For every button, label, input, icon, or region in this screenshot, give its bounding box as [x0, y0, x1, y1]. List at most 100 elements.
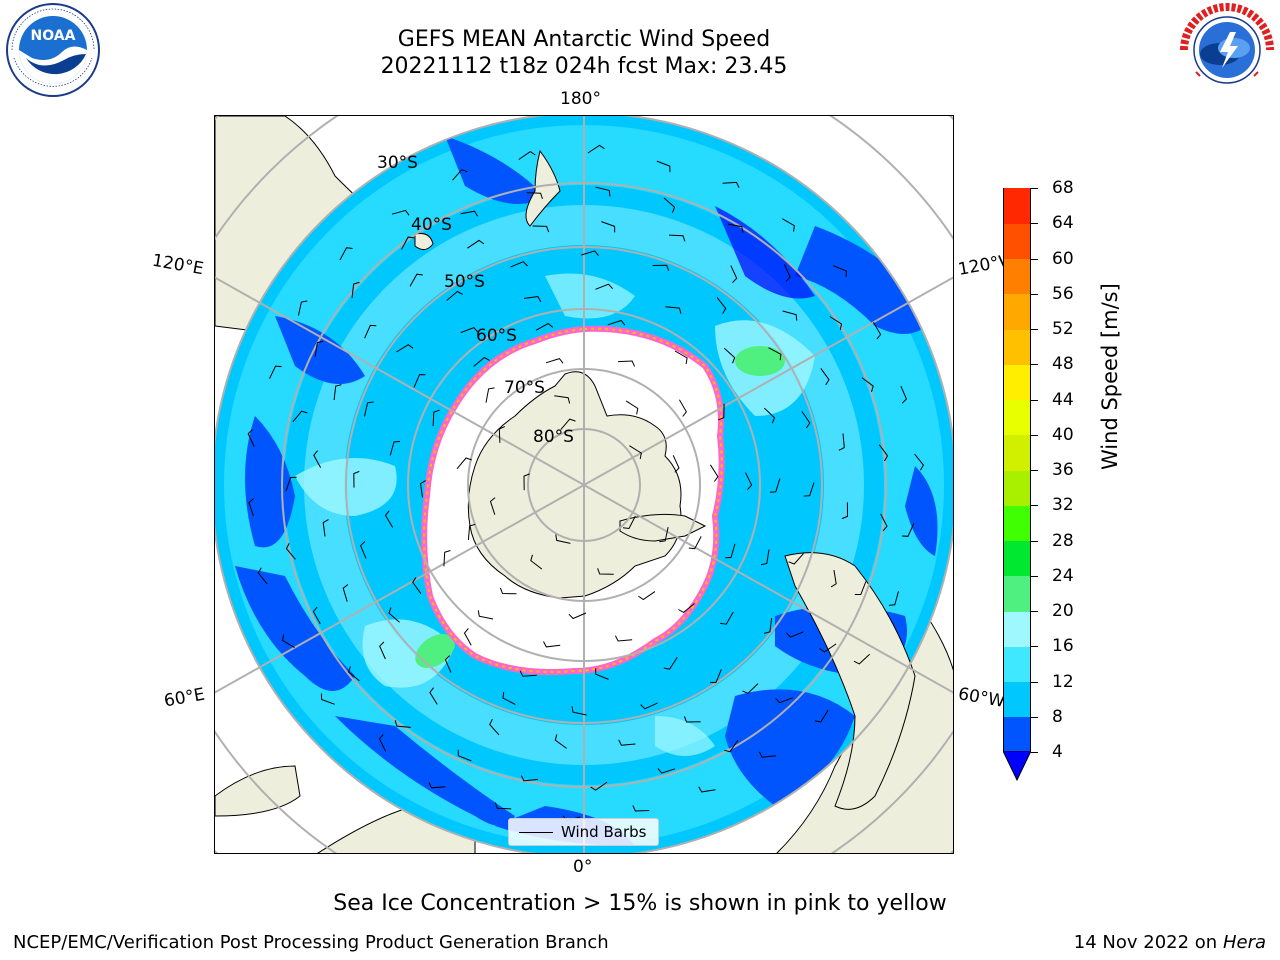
wind-barb [718, 403, 725, 421]
colorbar-tick-label: 48 [1052, 354, 1074, 375]
wind-barb [526, 192, 543, 200]
colorbar-tick-mark [1031, 611, 1038, 612]
wind-barbs [247, 144, 925, 822]
wind-barb [389, 440, 401, 456]
wind-barb [545, 358, 564, 364]
wind-barb [571, 706, 587, 716]
wind-barb [499, 587, 517, 595]
colorbar-segment [1004, 681, 1030, 718]
wind-barb [724, 739, 739, 753]
wind-barb [339, 247, 353, 261]
wind-barb [829, 316, 843, 330]
wind-barb [460, 327, 479, 334]
colorbar-tick-label: 24 [1052, 565, 1074, 586]
wind-barb [532, 225, 550, 233]
wind-barb [351, 281, 360, 298]
colorbar-tick-mark [1031, 681, 1038, 683]
wind-barb [901, 523, 915, 537]
wind-barb [768, 347, 782, 361]
wind-barb [640, 702, 658, 710]
wind-barb [554, 734, 567, 749]
wind-barb [841, 502, 849, 520]
polar-map: 30°S 40°S 50°S 60°S 70°S 80°S [215, 116, 953, 853]
wind-barb [657, 768, 676, 774]
colorbar-segment [1004, 188, 1030, 224]
wind-barb [672, 455, 680, 473]
colorbar [1003, 188, 1031, 753]
colorbar-tick-label: 68 [1052, 178, 1074, 198]
wind-barb [269, 365, 282, 379]
wind-barb [285, 476, 297, 491]
wind-barb [581, 250, 599, 257]
wind-barb [568, 612, 587, 620]
colorbar-tick-mark [1031, 752, 1038, 753]
colorbar-tick-label: 12 [1052, 671, 1074, 692]
wind-barb [257, 567, 268, 585]
wind-barb [320, 693, 335, 705]
lat-label-60s: 60°S [476, 326, 517, 346]
wind-barb [590, 781, 608, 791]
footnote: Sea Ice Concentration > 15% is shown in … [333, 891, 947, 916]
wind-barb [467, 523, 476, 541]
wind-barb [618, 360, 636, 367]
lat-label-40s: 40°S [411, 215, 452, 235]
wind-barb [510, 261, 528, 268]
lon-label-60e: 60°E [162, 684, 207, 712]
lon-label-180: 180° [560, 89, 601, 109]
colorbar-segment [1004, 540, 1030, 577]
colorbar-title: Wind Speed [m/s] [1098, 283, 1122, 470]
wind-barb [378, 734, 387, 752]
wind-barb [688, 536, 702, 550]
colorbar-tick-mark [1031, 646, 1038, 648]
wind-barb [601, 221, 616, 233]
colorbar-segment [1004, 611, 1030, 647]
wind-barb [853, 653, 870, 665]
wind-barb [622, 515, 636, 530]
wind-barb [632, 805, 650, 812]
colorbar-tick-label: 32 [1052, 495, 1074, 516]
wind-barb [727, 223, 744, 233]
wind-barb [723, 347, 736, 364]
wind-barb [518, 150, 536, 160]
colorbar-tick-label: 4 [1052, 742, 1063, 762]
wind-barb [348, 666, 360, 682]
credit-line: NCEP/EMC/Verification Post Processing Pr… [13, 932, 609, 953]
colorbar-tick-label: 52 [1052, 319, 1074, 339]
colorbar-segment [1004, 470, 1030, 506]
wind-barb [785, 631, 804, 638]
map-panel: 30°S 40°S 50°S 60°S 70°S 80°S [214, 115, 954, 854]
wind-barb [720, 611, 734, 625]
colorbar-segment [1004, 258, 1030, 295]
colorbar-segment [1004, 293, 1030, 330]
wind-barb [314, 340, 324, 357]
wind-barb [477, 610, 494, 620]
colorbar-tick-mark [1031, 505, 1038, 507]
wind-barb [456, 457, 472, 470]
wind-barb [838, 433, 845, 451]
wind-barb [489, 718, 500, 736]
wind-barb [819, 643, 837, 653]
wind-barb [419, 480, 426, 498]
wind-barb [597, 568, 614, 575]
wind-barb [607, 319, 626, 326]
colorbar-segment [1004, 575, 1030, 612]
wind-barb [379, 641, 386, 660]
colorbar-tick-mark [1031, 223, 1038, 225]
wind-barb [444, 655, 452, 673]
graticule [215, 116, 953, 853]
colorbar-segment [1004, 716, 1030, 753]
wind-barb [625, 400, 639, 415]
wind-barb [760, 549, 770, 566]
colorbar-tick-mark [1031, 258, 1038, 260]
wind-barb [247, 429, 255, 447]
wind-barb [782, 310, 798, 321]
colorbar-tick-mark [1031, 188, 1038, 189]
wind-barb [560, 418, 576, 431]
wind-barb [775, 697, 793, 704]
wind-barb [391, 209, 410, 216]
colorbar-segment [1004, 646, 1030, 682]
wind-barb [494, 802, 512, 810]
wind-barb [814, 709, 829, 723]
wind-barb [788, 553, 804, 565]
wind-barb [674, 350, 688, 365]
